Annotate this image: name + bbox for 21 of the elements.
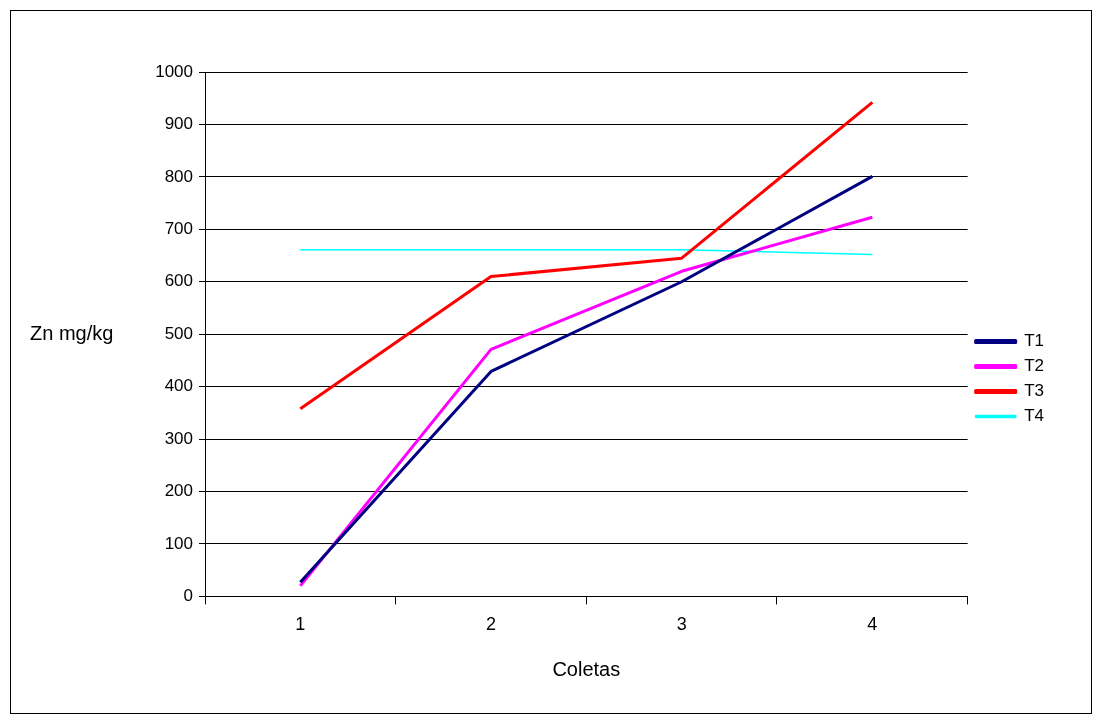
- legend-label: T4: [1024, 406, 1044, 426]
- y-tick-label: 800: [164, 166, 193, 186]
- x-tick-label: 3: [676, 614, 687, 635]
- x-tick-label: 2: [485, 614, 497, 635]
- x-tick-label: 1: [295, 614, 306, 635]
- legend-label: T1: [1024, 331, 1044, 351]
- y-tick-label: 700: [164, 219, 193, 239]
- y-tick-label: 600: [164, 271, 193, 291]
- y-tick-label: 400: [164, 376, 193, 396]
- y-tick-label: 100: [164, 533, 193, 553]
- y-tick-label: 500: [164, 323, 193, 343]
- legend-label: T2: [1024, 356, 1044, 376]
- y-tick-label: 0: [183, 586, 193, 606]
- legend-label: T3: [1024, 381, 1044, 401]
- y-tick-label: 200: [164, 481, 193, 501]
- x-axis-title: Coletas: [552, 657, 621, 680]
- y-tick-label: 300: [164, 428, 193, 448]
- y-axis-title: Zn mg/kg: [30, 321, 114, 344]
- y-tick-label: 1000: [155, 61, 193, 81]
- x-tick-label: 4: [867, 614, 878, 635]
- y-tick-label: 900: [164, 114, 193, 134]
